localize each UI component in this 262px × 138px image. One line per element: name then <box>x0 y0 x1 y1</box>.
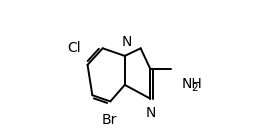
Text: 2: 2 <box>191 83 197 93</box>
Text: N: N <box>146 106 156 120</box>
Text: NH: NH <box>181 77 202 91</box>
Text: Cl: Cl <box>67 41 80 55</box>
Text: N: N <box>121 35 132 49</box>
Text: Br: Br <box>102 113 117 127</box>
